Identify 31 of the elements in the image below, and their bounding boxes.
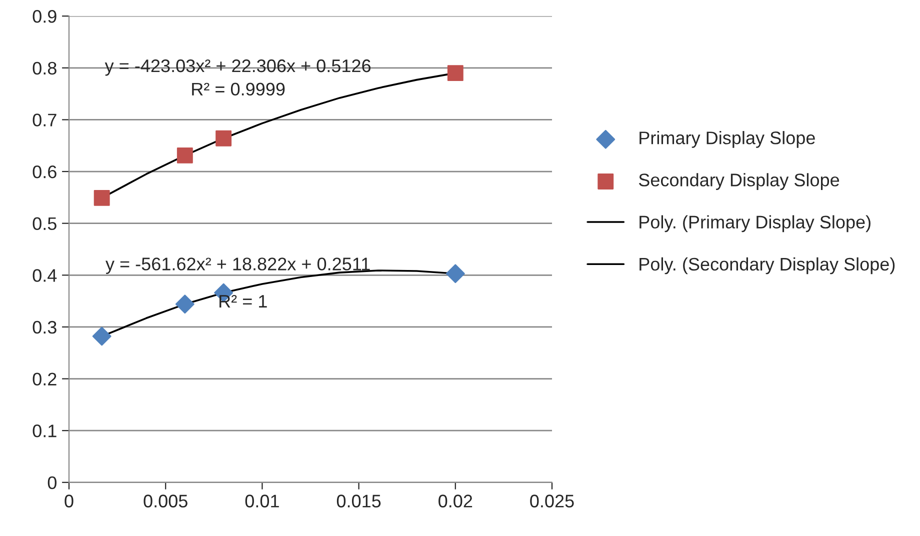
y-tick-label: 0.3 [32,320,56,334]
point [216,130,232,146]
annotation: R² = 1 [220,295,267,308]
point [446,264,465,284]
legend-label: Secondary Display Slope [638,173,840,190]
y-tick-label: 0.4 [32,269,57,282]
y-tick-label: 0.8 [32,62,56,75]
y-tick-label: 0.1 [32,424,56,438]
point [94,190,110,206]
legend-label: Poly. (Primary Display Slope) [640,215,870,232]
x-tick-label: 0.01 [245,494,279,508]
y-tick-label: 0 [48,476,56,490]
point [176,147,193,164]
y-tick-label: 0.2 [32,372,56,386]
annotation: y = -423.03x² + 22.306x + 0.5126 [104,59,371,76]
legend-label: Primary Display Slope [640,131,815,148]
legend-label: Poly. (Secondary Display Slope) [640,257,895,274]
x-tick-label: 0.025 [530,494,574,508]
y-tick-label: 0.9 [32,10,56,23]
y-tick-label: 0.6 [32,165,56,178]
point [175,294,194,314]
y-tick-label: 0.7 [32,114,56,126]
point [92,326,112,346]
x-tick-label: 0.015 [336,494,381,508]
y-tick-label: 0.5 [32,217,56,230]
x-tick-label: 0.005 [144,494,188,508]
annotation: y = -561.62x² + 18.822x + 0.2511 [106,258,370,274]
annotation: R² = 0.9999 [192,82,285,96]
x-tick-label: 0.02 [438,494,472,508]
x-tick-label: 0 [64,494,74,508]
point [447,65,464,82]
